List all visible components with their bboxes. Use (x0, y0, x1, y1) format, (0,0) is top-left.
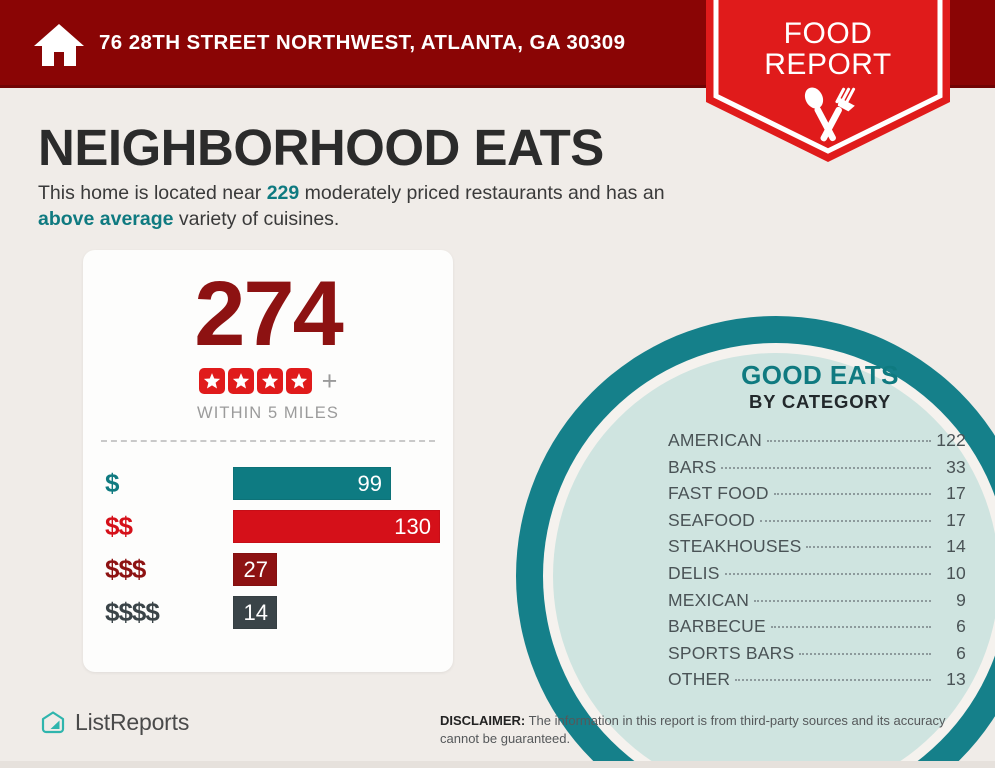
page-title: NEIGHBORHOOD EATS (38, 119, 604, 176)
badge-title: FOOD REPORT (706, 18, 950, 80)
star-rating: + (83, 366, 453, 396)
disclaimer: DISCLAIMER: The information in this repo… (440, 712, 985, 747)
category-list-item: BARS 33 (668, 457, 966, 484)
category-name: BARBECUE (668, 616, 766, 637)
star-icon (256, 368, 283, 394)
home-icon (34, 24, 84, 66)
dot-leader (806, 546, 931, 549)
footer-rule (0, 761, 995, 768)
good-eats-title: GOOD EATS (741, 360, 899, 390)
dot-leader (773, 493, 931, 496)
price-level-label: $ (105, 468, 119, 498)
category-list-item: FAST FOOD 17 (668, 483, 966, 510)
property-address: 76 28TH STREET NORTHWEST, ATLANTA, GA 30… (99, 31, 626, 54)
dot-leader (754, 599, 931, 602)
restaurant-count-total: 274 (194, 263, 344, 365)
spoon-fork-icon (804, 87, 856, 142)
category-list-item: SPORTS BARS 6 (668, 643, 966, 670)
category-name: SPORTS BARS (668, 642, 795, 663)
price-level-value: 130 (394, 513, 431, 539)
category-count: 122 (936, 430, 966, 450)
subtitle-restaurant-count: 229 (266, 182, 300, 204)
price-level-bar-chart: $99 $$ 130 $$$ 27 $$$$ 14 (83, 462, 453, 634)
price-level-bar: 14 (233, 596, 277, 629)
dot-leader (766, 440, 931, 442)
food-report-badge: FOOD REPORT (706, 0, 950, 162)
price-level-row: $$ 130 (83, 505, 453, 548)
badge-shape-icon (706, 0, 950, 162)
price-level-bar: 99 (233, 467, 391, 500)
badge-line-1: FOOD (783, 17, 873, 50)
category-name: OTHER (668, 669, 731, 690)
subtitle-part-3: variety of cuisines. (173, 208, 340, 230)
price-level-bar: 27 (233, 553, 277, 586)
dot-leader (770, 626, 931, 629)
category-count: 9 (956, 589, 966, 610)
category-name: SEAFOOD (668, 509, 755, 530)
dot-leader (724, 572, 931, 575)
price-level-value: 14 (243, 599, 268, 625)
star-icon (285, 368, 312, 394)
category-count: 17 (946, 509, 966, 530)
category-name: STEAKHOUSES (668, 536, 802, 557)
category-name: BARS (668, 456, 717, 477)
category-name: MEXICAN (668, 589, 750, 610)
price-level-value: 99 (357, 470, 382, 496)
category-list-item: SEAFOOD 17 (668, 510, 966, 537)
category-list-item: STEAKHOUSES 14 (668, 536, 966, 563)
listreports-house-tag-icon (41, 710, 65, 733)
good-eats-category-list: AMERICAN 122 BARS 33 FAST FOOD 17 SEAFOOD 17 STE… (668, 430, 966, 696)
subtitle-part-1: This home is located near (38, 182, 267, 204)
listreports-logo-text: ListReports (75, 709, 190, 735)
star-plus-sign: + (321, 366, 338, 396)
card-divider (101, 440, 435, 442)
category-count: 14 (946, 536, 966, 557)
category-count: 17 (946, 483, 966, 504)
good-eats-circle-panel (553, 353, 995, 768)
subtitle-part-2: moderately priced restaurants and has an (299, 182, 665, 204)
price-level-label: $$$ (105, 554, 146, 584)
price-level-row: $$$ 27 (83, 548, 453, 591)
category-count: 33 (946, 456, 966, 477)
price-level-label: $$ (105, 511, 133, 541)
radius-caption: WITHIN 5 MILES (197, 404, 339, 422)
category-list-item: MEXICAN 9 (668, 590, 966, 617)
category-count: 10 (946, 562, 966, 583)
dot-leader (721, 466, 931, 469)
category-list-item: DELIS 10 (668, 563, 966, 590)
category-name: AMERICAN (668, 430, 762, 450)
disclaimer-text: The information in this report is from t… (440, 713, 946, 746)
category-count: 6 (956, 642, 966, 663)
restaurant-stat-card: 274 + WITHIN 5 MILES $99 $$ 130 $$$ 27 $$$$ 14 (83, 250, 453, 672)
price-level-row: $$$$ 14 (83, 591, 453, 634)
page-subtitle: This home is located near 229 moderately… (38, 180, 708, 232)
price-level-label: $$$$ (105, 597, 160, 627)
dot-leader (735, 679, 931, 682)
category-name: FAST FOOD (668, 483, 769, 504)
price-level-value: 27 (243, 556, 268, 582)
category-name: DELIS (668, 562, 720, 583)
star-icon (227, 368, 254, 394)
dot-leader (759, 519, 931, 522)
category-list-item: AMERICAN 122 (668, 430, 966, 457)
good-eats-subtitle: BY CATEGORY (748, 391, 892, 412)
price-level-bar: 130 (233, 510, 440, 543)
category-list-item: OTHER 13 (668, 669, 966, 696)
dot-leader (799, 652, 931, 655)
disclaimer-label: DISCLAIMER: (440, 713, 526, 728)
badge-line-2: REPORT (764, 48, 892, 81)
category-count: 13 (946, 669, 966, 690)
subtitle-variety-rating: above average (38, 208, 174, 230)
price-level-row: $99 (83, 462, 453, 505)
category-count: 6 (956, 616, 966, 637)
listreports-logo[interactable]: ListReports (40, 709, 189, 736)
star-icon (198, 368, 225, 394)
category-list-item: BARBECUE 6 (668, 616, 966, 643)
